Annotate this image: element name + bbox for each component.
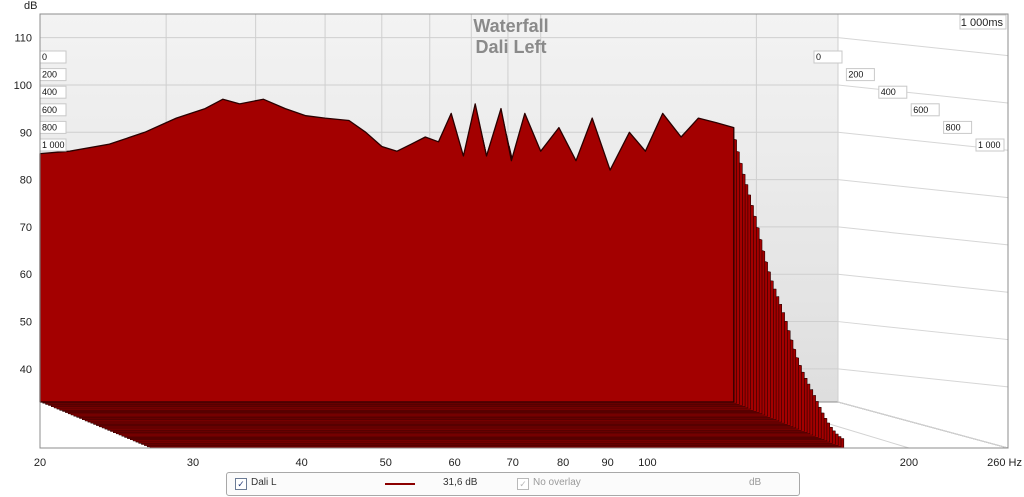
overlay-checkbox[interactable]: ✓ — [517, 478, 529, 490]
y-axis-label: dB — [24, 0, 37, 12]
x-tick-label: 90 — [602, 457, 614, 469]
x-tick-label: 70 — [507, 457, 519, 469]
x-tick-label: 200 — [900, 457, 918, 469]
right-slice-label: 1 000 — [978, 140, 1001, 150]
left-slice-label: 400 — [42, 87, 57, 97]
legend-bar: ✓ Dali L 31,6 dB ✓ No overlay dB — [226, 472, 800, 496]
series-label: Dali L — [251, 477, 277, 488]
y-tick-label: 60 — [20, 269, 32, 281]
left-slice-label: 1 000 — [42, 140, 65, 150]
x-tick-label: 20 — [34, 457, 46, 469]
series-value: 31,6 dB — [443, 477, 478, 488]
right-slice-box — [878, 85, 908, 99]
y-tick-label: 110 — [14, 33, 32, 45]
y-tick-label: 90 — [20, 127, 32, 139]
right-slice-box — [910, 103, 940, 117]
right-slice-box — [975, 138, 1005, 152]
time-slice-labels: 0 0 200 200 400 400 600 600 800 800 1 000 1 000 — [39, 50, 1005, 152]
x-tick-label: 30 — [187, 457, 199, 469]
series-checkbox[interactable]: ✓ — [235, 478, 247, 490]
x-tick-label: 60 — [448, 457, 460, 469]
left-slice-label: 600 — [42, 105, 57, 115]
side-gridline — [837, 179, 1009, 199]
left-slice-label: 800 — [42, 122, 57, 132]
x-tick-label: 260 Hz — [987, 457, 1022, 469]
side-gridline — [837, 368, 1009, 388]
right-slice-box — [845, 68, 875, 82]
x-tick-label: 100 — [638, 457, 656, 469]
time-axis-label-box — [959, 14, 1007, 30]
left-slice-label: 0 — [42, 52, 47, 62]
right-slice-label: 0 — [816, 52, 821, 62]
y-axis-ticks: 110 100 90 80 70 60 50 40 — [14, 33, 32, 376]
x-axis-ticks: 20 30 40 50 60 70 80 90 100 200 260 Hz — [34, 457, 1022, 469]
overlay-label: No overlay — [533, 477, 581, 488]
overlay-unit: dB — [749, 477, 762, 488]
side-gridline — [837, 226, 1009, 246]
side-gridline — [837, 37, 1009, 57]
y-tick-label: 80 — [20, 175, 32, 187]
plot-frame — [39, 13, 1009, 449]
right-slice-label: 800 — [946, 122, 961, 132]
chart-subtitle: Dali Left — [475, 37, 546, 57]
left-slice-label: 200 — [42, 70, 57, 80]
y-tick-label: 40 — [20, 364, 32, 376]
side-gridline — [837, 321, 1009, 341]
right-slice-box — [943, 120, 973, 134]
right-slice-box — [813, 50, 843, 64]
y-tick-label: 70 — [20, 222, 32, 234]
chart-title: Waterfall — [473, 16, 548, 36]
x-tick-label: 50 — [380, 457, 392, 469]
floor-gridline — [837, 401, 1009, 449]
x-tick-label: 80 — [557, 457, 569, 469]
waterfall-slice — [39, 98, 735, 403]
side-gridline — [837, 273, 1009, 293]
series-color-swatch — [385, 483, 415, 485]
time-axis-label: 1 000ms — [961, 17, 1004, 29]
y-tick-label: 50 — [20, 317, 32, 329]
y-tick-label: 100 — [14, 80, 32, 92]
right-slice-label: 200 — [848, 70, 863, 80]
x-tick-label: 40 — [295, 457, 307, 469]
right-slice-label: 600 — [913, 105, 928, 115]
right-slice-label: 400 — [881, 87, 896, 97]
side-gridline — [837, 84, 1009, 104]
waterfall-surface — [39, 98, 845, 449]
